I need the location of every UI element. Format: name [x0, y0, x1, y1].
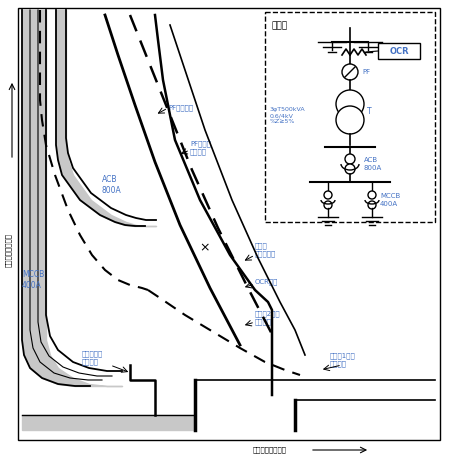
- Text: PF: PF: [362, 69, 370, 75]
- Text: 電流（対数目盛）: 電流（対数目盛）: [253, 447, 287, 453]
- Text: PF短絡間
許容電流: PF短絡間 許容電流: [190, 141, 211, 155]
- Text: OCR特性: OCR特性: [255, 279, 279, 285]
- Circle shape: [336, 106, 364, 134]
- Circle shape: [345, 164, 355, 174]
- Circle shape: [368, 191, 376, 199]
- Text: MCCB
400A: MCCB 400A: [380, 193, 400, 207]
- Circle shape: [324, 191, 332, 199]
- Circle shape: [368, 201, 376, 209]
- Bar: [378, 43, 420, 59]
- Text: PF溶断特性: PF溶断特性: [168, 105, 193, 111]
- Text: OCR: OCR: [389, 47, 409, 55]
- Text: MCCB
400A: MCCB 400A: [22, 270, 44, 290]
- Text: 系統図: 系統図: [271, 22, 287, 31]
- Circle shape: [336, 90, 364, 118]
- Text: ×: ×: [200, 241, 210, 255]
- Bar: [265, 12, 435, 222]
- Text: 時間（対数目盛）: 時間（対数目盛）: [4, 233, 11, 267]
- Text: T: T: [367, 108, 372, 116]
- Text: 変圧器
短時間耐量: 変圧器 短時間耐量: [255, 243, 276, 257]
- Text: 変圧器1次側
短絡電流: 変圧器1次側 短絡電流: [330, 353, 356, 367]
- Circle shape: [345, 154, 355, 164]
- Circle shape: [342, 64, 358, 80]
- Text: 3φT500kVA
0.6/4kV
%Z≥5%: 3φT500kVA 0.6/4kV %Z≥5%: [270, 107, 306, 125]
- Text: 変圧器2次側
短絡電流: 変圧器2次側 短絡電流: [255, 311, 281, 325]
- Text: ACB
800A: ACB 800A: [364, 157, 382, 171]
- Polygon shape: [22, 415, 195, 430]
- Circle shape: [324, 201, 332, 209]
- Text: ACB
800A: ACB 800A: [102, 174, 122, 196]
- Text: 変圧器励磁
突入電流: 変圧器励磁 突入電流: [82, 351, 103, 365]
